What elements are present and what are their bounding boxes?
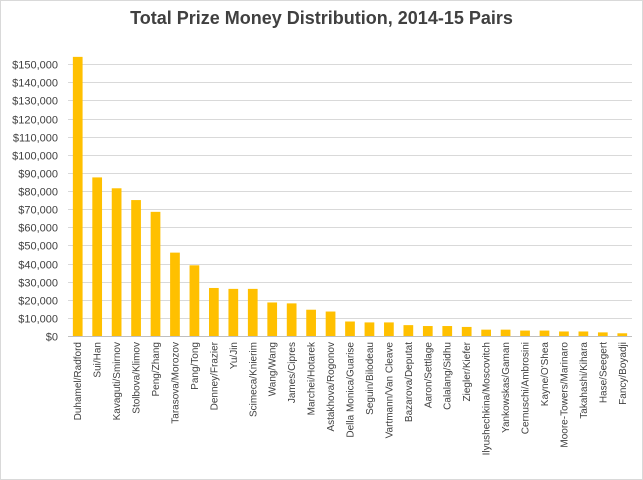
bar <box>267 302 278 336</box>
bar <box>170 252 180 336</box>
bar <box>209 287 219 336</box>
bar <box>345 321 355 336</box>
category-label: Astakhova/Rogonov <box>326 342 337 432</box>
category-label: Stolbova/Klimov <box>132 342 143 414</box>
y-tick-label: $110,000 <box>13 133 58 145</box>
category-label: Della Monica/Guarise <box>346 342 357 438</box>
category-label: Scimeca/Knierim <box>248 342 259 417</box>
bar <box>306 309 316 336</box>
bar <box>559 331 569 336</box>
category-label: Hase/Seegert <box>598 342 609 403</box>
y-tick-label: $80,000 <box>18 187 58 199</box>
category-label: Peng/Zhang <box>151 342 162 397</box>
category-label: Tarasova/Morozov <box>170 342 181 424</box>
y-tick-label: $60,000 <box>18 223 58 235</box>
bar <box>422 326 433 336</box>
bar <box>461 326 472 336</box>
bar <box>364 322 375 336</box>
y-tick-label: $70,000 <box>18 205 58 217</box>
y-tick-label: $50,000 <box>18 241 58 253</box>
category-label: Bazarova/Deputat <box>404 342 415 422</box>
category-label: James/Cipres <box>287 342 298 403</box>
bar <box>131 200 141 336</box>
bar <box>111 188 122 336</box>
category-label: Aaron/Settlage <box>423 342 434 409</box>
category-label: Vartmann/Van Cleave <box>384 342 395 439</box>
category-label: Duhamel/Radford <box>73 342 84 420</box>
category-label: Sui/Han <box>93 342 104 378</box>
bar <box>539 330 550 336</box>
y-tick-label: $100,000 <box>12 151 58 163</box>
y-tick-label: $30,000 <box>18 278 58 290</box>
category-label: Ilyushechkina/Moscovitch <box>482 342 493 455</box>
y-tick-label: $150,000 <box>12 60 58 72</box>
bar <box>72 56 83 336</box>
category-label: Marchei/Hotarek <box>307 341 318 415</box>
y-tick-label: $0 <box>46 332 58 344</box>
category-label: Denney/Frazier <box>209 341 220 410</box>
category-label: Wang/Wang <box>268 342 279 396</box>
bar <box>286 303 297 336</box>
y-tick-label: $90,000 <box>18 169 58 181</box>
y-tick-label: $140,000 <box>12 78 58 90</box>
bar <box>442 326 453 336</box>
category-label: Seguin/Bilodeau <box>365 342 376 415</box>
bar <box>520 330 530 336</box>
category-label: Yu/Jin <box>229 342 240 369</box>
category-label: Calalang/Sidhu <box>443 342 454 410</box>
bar <box>384 322 394 336</box>
category-label: Kavaguti/Smirnov <box>112 342 123 420</box>
bar <box>150 211 161 336</box>
category-label: Cernuschi/Ambrosini <box>521 342 532 434</box>
bar <box>247 288 258 336</box>
category-label: Kayne/O'Shea <box>540 342 551 407</box>
category-label: Moore-Towers/Marinaro <box>559 342 570 448</box>
bar <box>92 177 103 336</box>
bar <box>597 332 608 336</box>
category-label: Yankowskas/Gaman <box>501 342 512 433</box>
bar <box>325 311 336 336</box>
y-tick-label: $20,000 <box>18 296 58 308</box>
category-label: Ziegler/Kiefer <box>462 341 473 401</box>
category-label: Fancy/Boyadji <box>618 342 629 405</box>
bar <box>617 333 628 336</box>
y-tick-label: $130,000 <box>12 96 58 108</box>
bar <box>578 331 589 336</box>
y-tick-label: $10,000 <box>18 314 58 326</box>
bar <box>403 325 414 336</box>
y-tick-label: $120,000 <box>12 115 58 127</box>
bar <box>189 265 200 336</box>
category-label: Pang/Tong <box>190 342 201 390</box>
bar <box>481 329 491 336</box>
chart-title: Total Prize Money Distribution, 2014-15 … <box>130 8 513 28</box>
bar <box>500 329 511 336</box>
category-label: Takahashi/Kihara <box>579 342 590 419</box>
y-tick-label: $40,000 <box>18 260 58 272</box>
bar <box>228 288 239 336</box>
